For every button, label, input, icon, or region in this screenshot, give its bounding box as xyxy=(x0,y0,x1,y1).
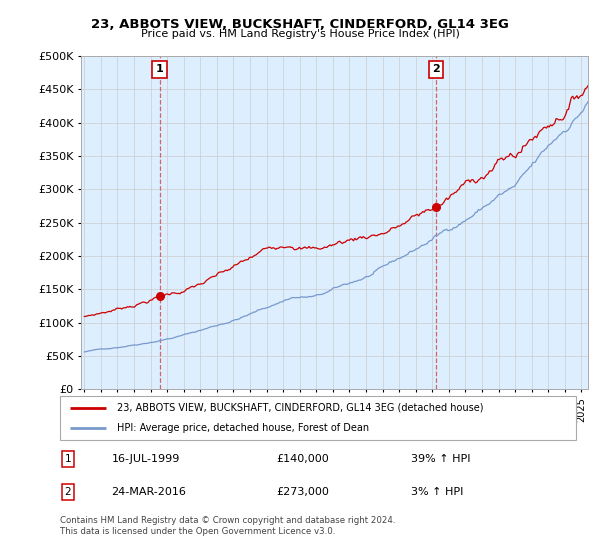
Text: 3% ↑ HPI: 3% ↑ HPI xyxy=(411,487,463,497)
Text: 23, ABBOTS VIEW, BUCKSHAFT, CINDERFORD, GL14 3EG (detached house): 23, ABBOTS VIEW, BUCKSHAFT, CINDERFORD, … xyxy=(117,403,483,413)
Text: 16-JUL-1999: 16-JUL-1999 xyxy=(112,454,180,464)
Text: HPI: Average price, detached house, Forest of Dean: HPI: Average price, detached house, Fore… xyxy=(117,423,369,433)
Text: Contains HM Land Registry data © Crown copyright and database right 2024.
This d: Contains HM Land Registry data © Crown c… xyxy=(60,516,395,536)
Text: 23, ABBOTS VIEW, BUCKSHAFT, CINDERFORD, GL14 3EG: 23, ABBOTS VIEW, BUCKSHAFT, CINDERFORD, … xyxy=(91,18,509,31)
Text: £273,000: £273,000 xyxy=(277,487,329,497)
FancyBboxPatch shape xyxy=(60,396,576,440)
Text: Price paid vs. HM Land Registry's House Price Index (HPI): Price paid vs. HM Land Registry's House … xyxy=(140,29,460,39)
Text: 24-MAR-2016: 24-MAR-2016 xyxy=(112,487,187,497)
Text: 2: 2 xyxy=(64,487,71,497)
Text: 39% ↑ HPI: 39% ↑ HPI xyxy=(411,454,470,464)
Text: 2: 2 xyxy=(432,64,440,74)
Text: 1: 1 xyxy=(64,454,71,464)
Text: £140,000: £140,000 xyxy=(277,454,329,464)
Text: 1: 1 xyxy=(155,64,163,74)
